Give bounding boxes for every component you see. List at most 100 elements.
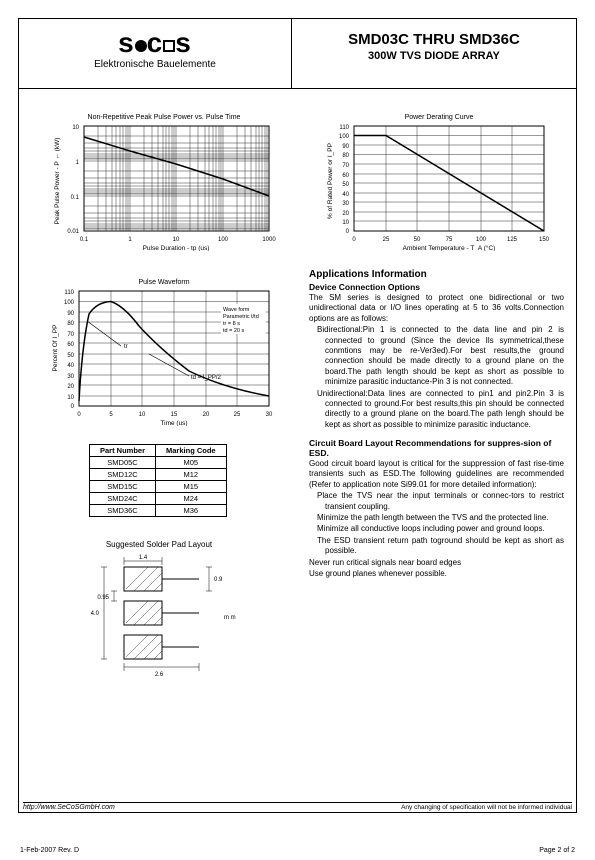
svg-text:0: 0 <box>77 412 81 418</box>
table-row: SMD12CM12 <box>90 469 227 481</box>
svg-text:10: 10 <box>67 395 74 401</box>
p-layout-f: Never run critical signals near board ed… <box>309 558 564 568</box>
footer-date-rev: 1-Feb-2007 Rev. D <box>20 847 79 854</box>
applications-heading: Applications Information <box>309 269 564 280</box>
svg-text:30: 30 <box>342 201 349 207</box>
svg-text:70: 70 <box>342 163 349 169</box>
svg-text:30: 30 <box>266 412 273 418</box>
p-intro: The SM series is designed to protect one… <box>309 293 564 324</box>
svg-text:5: 5 <box>109 412 113 418</box>
svg-text:1: 1 <box>76 160 80 166</box>
svg-text:50: 50 <box>67 353 74 359</box>
body: Non-Repetitive Peak Pulse Power vs. Puls… <box>19 89 576 812</box>
chart-derating-svg: 1101009080706050403020100 02550751001251… <box>324 121 554 251</box>
footer-note: Any changing of specification will not b… <box>401 804 572 811</box>
svg-text:70: 70 <box>67 332 74 338</box>
title-line2: 300W TVS DIODE ARRAY <box>292 50 576 62</box>
chart-waveform: Pulse Waveform tr td = I_PP/2 Wave form … <box>49 279 279 431</box>
svg-text:Wave form: Wave form <box>223 307 250 313</box>
svg-text:Pulse Duration - tp (us): Pulse Duration - tp (us) <box>143 245 210 251</box>
svg-text:25: 25 <box>234 412 241 418</box>
marking-table-container: Part NumberMarking Code SMD05CM05 SMD12C… <box>89 444 227 517</box>
svg-text:Parametric t/td: Parametric t/td <box>223 314 259 320</box>
svg-text:0.95: 0.95 <box>97 595 109 601</box>
chart-waveform-svg: tr td = I_PP/2 Wave form Parametric t/td… <box>49 286 279 426</box>
marking-table: Part NumberMarking Code SMD05CM05 SMD12C… <box>89 444 227 517</box>
svg-text:60: 60 <box>67 342 74 348</box>
svg-text:Peak Pulse Power - P ← (kW): Peak Pulse Power - P ← (kW) <box>54 138 61 225</box>
table-header-part: Part Number <box>90 445 156 457</box>
svg-text:50: 50 <box>414 237 421 243</box>
svg-text:m m: m m <box>224 615 236 621</box>
svg-text:0.1: 0.1 <box>71 195 80 201</box>
svg-text:100: 100 <box>339 134 350 140</box>
svg-text:30: 30 <box>67 374 74 380</box>
logo-text: scs <box>19 27 291 59</box>
svg-text:100: 100 <box>64 300 75 306</box>
svg-text:80: 80 <box>342 153 349 159</box>
svg-text:tr: tr <box>124 344 128 350</box>
svg-text:Time (us): Time (us) <box>160 420 187 426</box>
page-frame: scs Elektronische Bauelemente SMD03C THR… <box>18 18 577 813</box>
table-header-code: Marking Code <box>156 445 227 457</box>
svg-text:100: 100 <box>476 237 487 243</box>
chart-pulsepower-title: Non-Repetitive Peak Pulse Power vs. Puls… <box>49 114 279 121</box>
footer-inside: http://www.SeCoSGmbH.com Any changing of… <box>23 802 572 811</box>
page-footer: 1-Feb-2007 Rev. D Page 2 of 2 <box>0 847 595 854</box>
table-row: SMD24CM24 <box>90 493 227 505</box>
footer-page: Page 2 of 2 <box>539 847 575 854</box>
svg-text:20: 20 <box>203 412 210 418</box>
svg-text:0: 0 <box>346 229 350 235</box>
p-layout-intro: Good circuit board layout is critical fo… <box>309 459 564 490</box>
svg-text:% of Rated Power or I_PP: % of Rated Power or I_PP <box>327 143 334 219</box>
chart-derating: Power Derating Curve 1101009080706050403… <box>324 114 554 256</box>
svg-text:110: 110 <box>64 290 74 296</box>
footer-url: http://www.SeCoSGmbH.com <box>23 804 115 811</box>
p-layout-c: Minimize the path length between the TVS… <box>309 513 564 523</box>
svg-text:100: 100 <box>218 237 229 243</box>
svg-text:75: 75 <box>446 237 453 243</box>
svg-text:40: 40 <box>342 192 349 198</box>
svg-text:25: 25 <box>383 237 390 243</box>
svg-text:td = I_PP/2: td = I_PP/2 <box>191 375 222 381</box>
layout-rec-heading: Circuit Board Layout Recommendations for… <box>309 438 564 458</box>
solder-pad-diagram: 1.4 4.0 0.9 2.6 0.95 m m <box>59 549 259 679</box>
svg-text:125: 125 <box>507 237 518 243</box>
svg-text:20: 20 <box>67 384 74 390</box>
svg-text:80: 80 <box>67 321 74 327</box>
svg-text:110: 110 <box>339 125 349 131</box>
device-connection-heading: Device Connection Options <box>309 282 564 292</box>
svg-text:90: 90 <box>342 144 349 150</box>
svg-text:150: 150 <box>539 237 550 243</box>
header: scs Elektronische Bauelemente SMD03C THR… <box>19 19 576 89</box>
p-layout-b: Place the TVS near the input terminals o… <box>309 491 564 512</box>
svg-text:0.01: 0.01 <box>67 229 79 235</box>
svg-text:10: 10 <box>139 412 146 418</box>
svg-text:60: 60 <box>342 173 349 179</box>
header-right: SMD03C THRU SMD36C 300W TVS DIODE ARRAY <box>292 19 576 88</box>
p-unidirectional: Unidirectional:Data lines are connected … <box>309 389 564 431</box>
p-layout-d: Minimize all conductive loops including … <box>309 524 564 534</box>
svg-text:50: 50 <box>342 182 349 188</box>
svg-text:0: 0 <box>71 404 75 410</box>
p-layout-e: The ESD transient return path toground s… <box>309 536 564 557</box>
svg-text:15: 15 <box>171 412 178 418</box>
svg-text:1: 1 <box>128 237 132 243</box>
p-bidirectional: Bidirectional:Pin 1 is connected to the … <box>309 325 564 387</box>
svg-text:10: 10 <box>342 220 349 226</box>
chart-pulsepower: Non-Repetitive Peak Pulse Power vs. Puls… <box>49 114 279 256</box>
svg-text:0: 0 <box>352 237 356 243</box>
applications-column: Applications Information Device Connecti… <box>309 269 564 579</box>
svg-text:2.6: 2.6 <box>155 672 164 678</box>
svg-text:tr = 8 s: tr = 8 s <box>223 321 240 327</box>
svg-text:0.1: 0.1 <box>80 237 89 243</box>
svg-text:1000: 1000 <box>262 237 276 243</box>
logo-subtitle: Elektronische Bauelemente <box>19 59 291 70</box>
solder-pad-section: Suggested Solder Pad Layout <box>59 537 259 684</box>
chart-waveform-title: Pulse Waveform <box>49 279 279 286</box>
svg-text:Percent Of I_PP: Percent Of I_PP <box>52 325 59 372</box>
svg-text:10: 10 <box>72 125 79 131</box>
chart-pulsepower-svg: 0.1 1 10 100 1000 10 1 0.1 0.01 Pulse Du… <box>49 121 279 251</box>
table-row: SMD36CM36 <box>90 505 227 517</box>
svg-text:Ambient Temperature - T_A (°C: Ambient Temperature - T_A (°C) <box>403 244 496 251</box>
